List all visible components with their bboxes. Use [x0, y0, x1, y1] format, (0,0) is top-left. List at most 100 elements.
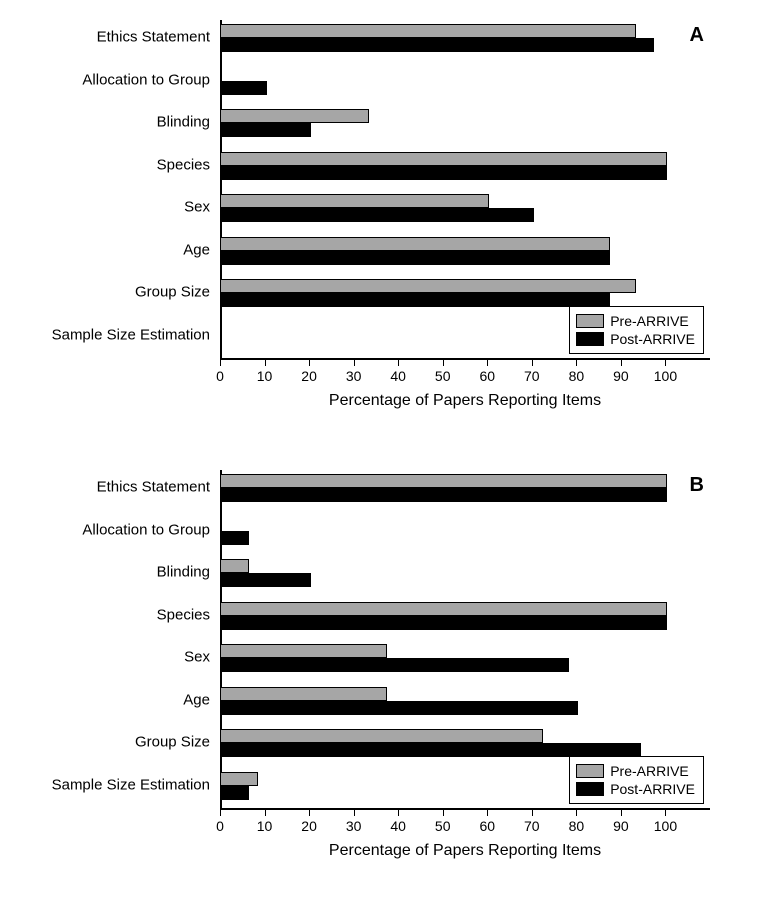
legend-b: Pre-ARRIVE Post-ARRIVE: [569, 756, 704, 804]
category-label: Allocation to Group: [82, 521, 210, 538]
figure-root: A Pre-ARRIVE Post-ARRIVE Ethics Statemen…: [0, 0, 757, 919]
category-label: Species: [157, 606, 210, 623]
xtick-label: 40: [390, 818, 406, 834]
category-label: Blinding: [157, 114, 210, 131]
category-label: Ethics Statement: [97, 479, 210, 496]
swatch-pre-icon: [576, 764, 604, 778]
category-label: Age: [183, 241, 210, 258]
xtick: [398, 358, 399, 366]
xtick: [487, 358, 488, 366]
xtick: [443, 358, 444, 366]
panel-a: A Pre-ARRIVE Post-ARRIVE Ethics Statemen…: [30, 20, 727, 360]
bar-post: [220, 81, 267, 95]
xtick-label: 10: [257, 818, 273, 834]
bar-post: [220, 208, 534, 222]
panel-b-xlabel: Percentage of Papers Reporting Items: [220, 842, 710, 860]
bar-pre: [220, 729, 543, 743]
category-label: Ethics Statement: [97, 29, 210, 46]
bar-pre: [220, 237, 610, 251]
xtick: [220, 358, 221, 366]
xtick: [309, 358, 310, 366]
legend-label-post: Post-ARRIVE: [610, 331, 695, 347]
legend-row-post-b: Post-ARRIVE: [576, 781, 695, 797]
xtick-label: 60: [479, 818, 495, 834]
bar-post: [220, 166, 667, 180]
xtick: [576, 358, 577, 366]
category-label: Sample Size Estimation: [52, 326, 210, 343]
xtick-label: 50: [435, 818, 451, 834]
xtick: [265, 358, 266, 366]
bar-post: [220, 701, 578, 715]
bar-pre: [220, 152, 667, 166]
bar-post: [220, 743, 641, 757]
bar-post: [220, 616, 667, 630]
xtick: [665, 358, 666, 366]
bar-post: [220, 38, 654, 52]
category-label: Allocation to Group: [82, 71, 210, 88]
swatch-post-icon: [576, 782, 604, 796]
panel-a-xlabel: Percentage of Papers Reporting Items: [220, 392, 710, 410]
xtick: [265, 808, 266, 816]
swatch-post-icon: [576, 332, 604, 346]
swatch-pre-icon: [576, 314, 604, 328]
bar-post: [220, 786, 249, 800]
xtick: [576, 808, 577, 816]
xtick-label: 80: [569, 818, 585, 834]
xtick-label: 70: [524, 818, 540, 834]
xtick: [309, 808, 310, 816]
xtick: [532, 358, 533, 366]
xtick-label: 10: [257, 368, 273, 384]
panel-a-plot: A Pre-ARRIVE Post-ARRIVE Ethics Statemen…: [220, 20, 710, 360]
xtick-label: 50: [435, 368, 451, 384]
legend-label-pre-b: Pre-ARRIVE: [610, 763, 689, 779]
legend-a: Pre-ARRIVE Post-ARRIVE: [569, 306, 704, 354]
xtick: [354, 358, 355, 366]
xtick-label: 20: [301, 368, 317, 384]
xtick: [621, 358, 622, 366]
xtick-label: 100: [654, 368, 677, 384]
legend-label-post-b: Post-ARRIVE: [610, 781, 695, 797]
legend-row-pre: Pre-ARRIVE: [576, 313, 695, 329]
panel-b: B Pre-ARRIVE Post-ARRIVE Ethics Statemen…: [30, 470, 727, 810]
bar-post: [220, 488, 667, 502]
bar-post: [220, 531, 249, 545]
category-label: Age: [183, 691, 210, 708]
legend-label-pre: Pre-ARRIVE: [610, 313, 689, 329]
xtick-label: 100: [654, 818, 677, 834]
bar-pre: [220, 474, 667, 488]
category-label: Sample Size Estimation: [52, 776, 210, 793]
category-label: Sex: [184, 199, 210, 216]
bar-post: [220, 293, 610, 307]
bar-pre: [220, 24, 636, 38]
xtick-label: 70: [524, 368, 540, 384]
xtick: [665, 808, 666, 816]
bar-pre: [220, 772, 258, 786]
bar-post: [220, 251, 610, 265]
xtick-label: 40: [390, 368, 406, 384]
xtick-label: 90: [613, 368, 629, 384]
bar-pre: [220, 109, 369, 123]
xtick: [398, 808, 399, 816]
xtick: [443, 808, 444, 816]
category-label: Blinding: [157, 564, 210, 581]
legend-row-pre-b: Pre-ARRIVE: [576, 763, 695, 779]
bar-post: [220, 123, 311, 137]
bar-post: [220, 573, 311, 587]
xtick-label: 0: [216, 368, 224, 384]
xtick: [532, 808, 533, 816]
bar-pre: [220, 559, 249, 573]
xtick-label: 30: [346, 368, 362, 384]
panel-a-letter: A: [690, 24, 704, 47]
category-label: Sex: [184, 649, 210, 666]
legend-row-post: Post-ARRIVE: [576, 331, 695, 347]
category-label: Group Size: [135, 734, 210, 751]
panel-b-letter: B: [690, 474, 704, 497]
xtick-label: 60: [479, 368, 495, 384]
category-label: Species: [157, 156, 210, 173]
xtick: [621, 808, 622, 816]
panel-b-plot: B Pre-ARRIVE Post-ARRIVE Ethics Statemen…: [220, 470, 710, 810]
xtick: [487, 808, 488, 816]
bar-pre: [220, 644, 387, 658]
bar-pre: [220, 602, 667, 616]
xtick: [220, 808, 221, 816]
